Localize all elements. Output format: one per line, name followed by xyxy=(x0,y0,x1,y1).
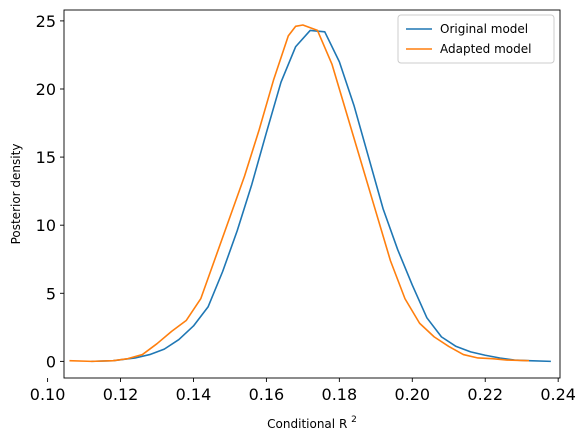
x-tick-label: 0.20 xyxy=(394,385,430,404)
y-axis-ticks: 0 5 10 15 20 25 xyxy=(36,12,64,371)
x-tick-label: 0.16 xyxy=(249,385,285,404)
x-axis-ticks: 0.10 0.12 0.14 0.16 0.18 0.20 0.22 0.24 xyxy=(30,378,576,404)
y-tick-label: 25 xyxy=(36,12,56,31)
legend-entry: Adapted model xyxy=(440,42,531,56)
axes-border xyxy=(63,9,561,379)
y-tick-label: 15 xyxy=(36,148,56,167)
y-tick-label: 5 xyxy=(46,284,56,303)
x-tick-label: 0.12 xyxy=(103,385,139,404)
y-tick-label: 20 xyxy=(36,80,56,99)
x-tick-label: 0.22 xyxy=(467,385,503,404)
y-tick-label: 0 xyxy=(46,352,56,371)
x-tick-label: 0.14 xyxy=(176,385,212,404)
legend-entry: Original model xyxy=(440,22,528,36)
series-layer xyxy=(69,24,551,363)
legend: Original model Adapted model xyxy=(397,14,555,64)
y-tick-label: 10 xyxy=(36,216,56,235)
x-tick-label: 0.18 xyxy=(322,385,358,404)
axes-frame xyxy=(63,9,561,379)
y-axis-label: Posterior density xyxy=(9,144,23,245)
legend-box xyxy=(397,14,555,64)
series-line-original-model xyxy=(91,29,551,363)
x-tick-label: 0.24 xyxy=(540,385,576,404)
x-tick-label: 0.10 xyxy=(30,385,66,404)
x-axis-label: Conditional R 2 xyxy=(267,415,357,431)
series-line-adapted-model xyxy=(69,24,530,363)
